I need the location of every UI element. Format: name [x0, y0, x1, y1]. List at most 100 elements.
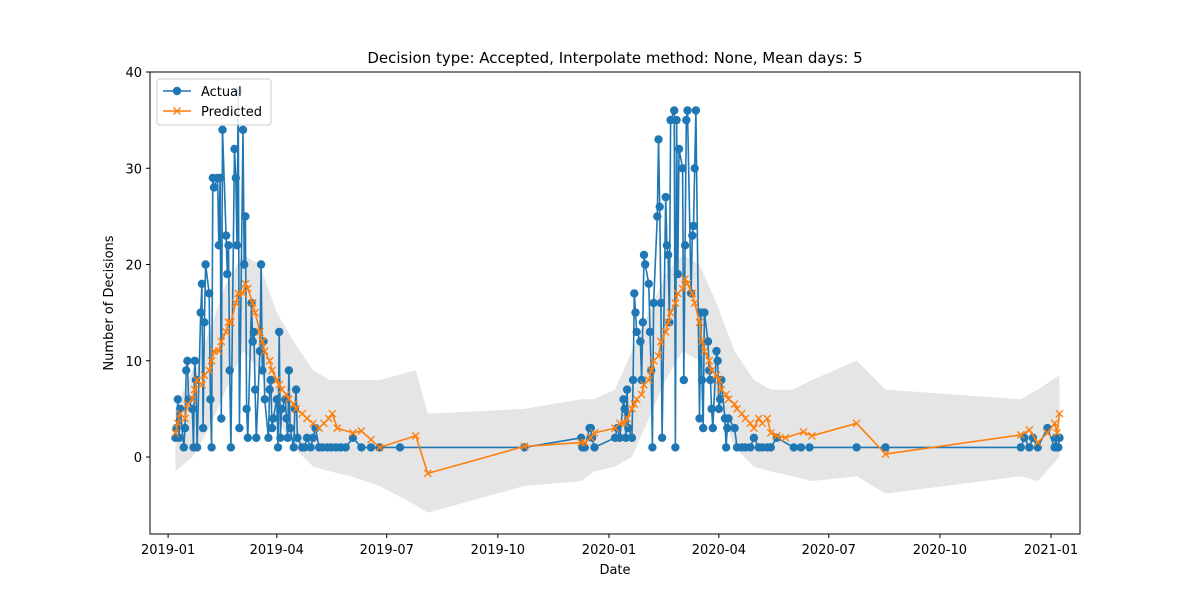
predicted-point [190, 385, 199, 394]
y-axis-label: Number of Decisions [102, 235, 117, 370]
x-axis-label: Date [599, 563, 630, 578]
predicted-point [637, 390, 646, 399]
y-tick-label: 0 [134, 451, 142, 466]
actual-point [1054, 443, 1063, 452]
actual-point [214, 241, 223, 250]
predicted-point [328, 409, 337, 418]
predicted-point [520, 442, 529, 451]
actual-point [639, 250, 649, 260]
actual-point [766, 443, 775, 452]
actual-point [209, 183, 219, 192]
predicted-point [766, 428, 775, 437]
actual-point [630, 289, 639, 298]
actual-point [680, 241, 690, 250]
actual-point [708, 423, 717, 433]
actual-point [183, 356, 192, 365]
x-tick-label: 2019-04 [250, 543, 304, 558]
actual-point [306, 443, 315, 452]
predicted-point [1016, 430, 1025, 439]
predicted-point [251, 308, 260, 317]
actual-point [700, 308, 709, 317]
actual-point [691, 106, 701, 115]
predicted-point [260, 347, 269, 356]
predicted-point [1033, 438, 1042, 447]
actual-point [707, 404, 716, 414]
predicted-point [248, 299, 257, 307]
predicted-point [656, 337, 665, 346]
actual-point [273, 443, 283, 452]
predicted-point [714, 376, 723, 384]
actual-point [269, 414, 278, 423]
legend-actual-marker [172, 86, 182, 96]
actual-point [1033, 443, 1042, 452]
predicted-point [1050, 419, 1059, 428]
actual-point [641, 260, 650, 269]
actual-point [276, 433, 285, 442]
predicted-point [730, 400, 739, 409]
actual-point [699, 423, 708, 433]
actual-point [1055, 433, 1064, 442]
x-tick-label: 2021-01 [1024, 543, 1078, 558]
actual-point [656, 298, 666, 308]
predicted-point [705, 356, 714, 365]
x-tick-label: 2020-01 [582, 543, 636, 558]
predicted-point [309, 419, 318, 428]
predicted-point [666, 308, 675, 317]
predicted-point [671, 299, 680, 307]
actual-point [624, 423, 633, 433]
actual-point [713, 356, 722, 365]
actual-point [198, 423, 208, 433]
actual-point [632, 327, 641, 337]
actual-point [266, 375, 275, 385]
predicted-point [654, 351, 663, 360]
predicted-point [644, 376, 653, 384]
actual-point [663, 250, 673, 260]
actual-point [645, 327, 655, 337]
actual-point [662, 241, 672, 250]
x-tick-label: 2019-10 [471, 543, 525, 558]
predicted-point [681, 274, 690, 283]
actual-point [671, 443, 680, 452]
actual-point [260, 395, 269, 404]
predicted-point [205, 366, 214, 375]
actual-point [655, 202, 664, 211]
predicted-point [737, 409, 746, 418]
actual-point [258, 366, 267, 375]
predicted-point [781, 433, 790, 442]
predicted-point [411, 431, 420, 440]
predicted-point [772, 431, 781, 440]
predicted-point [357, 427, 366, 436]
predicted-point [197, 380, 206, 389]
predicted-point [173, 419, 182, 428]
actual-point [613, 423, 622, 433]
actual-point [661, 192, 670, 202]
actual-point [341, 443, 350, 452]
actual-point [638, 318, 647, 327]
predicted-point [664, 318, 673, 327]
actual-point [679, 375, 688, 385]
actual-point [654, 135, 663, 144]
actual-point [723, 423, 732, 433]
predicted-point [226, 318, 235, 327]
actual-point [637, 375, 646, 385]
actual-point [688, 231, 697, 240]
x-tick-label: 2020-10 [913, 543, 967, 558]
predicted-point [852, 419, 861, 428]
actual-point [622, 385, 632, 394]
actual-point [674, 144, 684, 154]
actual-point [277, 404, 286, 414]
actual-point [649, 298, 658, 308]
predicted-point [688, 289, 697, 298]
predicted-point [807, 431, 816, 440]
predicted-point [623, 414, 632, 423]
actual-point [179, 443, 188, 452]
predicted-point [324, 414, 333, 423]
legend-predicted-label: Predicted [201, 105, 262, 120]
y-axis-ticks: 0 10 20 30 40 [125, 66, 150, 466]
actual-point [176, 404, 185, 414]
predicted-point [1055, 409, 1064, 418]
actual-point [666, 115, 675, 125]
actual-point [267, 423, 277, 433]
actual-point [615, 433, 624, 442]
actual-point [730, 423, 739, 433]
